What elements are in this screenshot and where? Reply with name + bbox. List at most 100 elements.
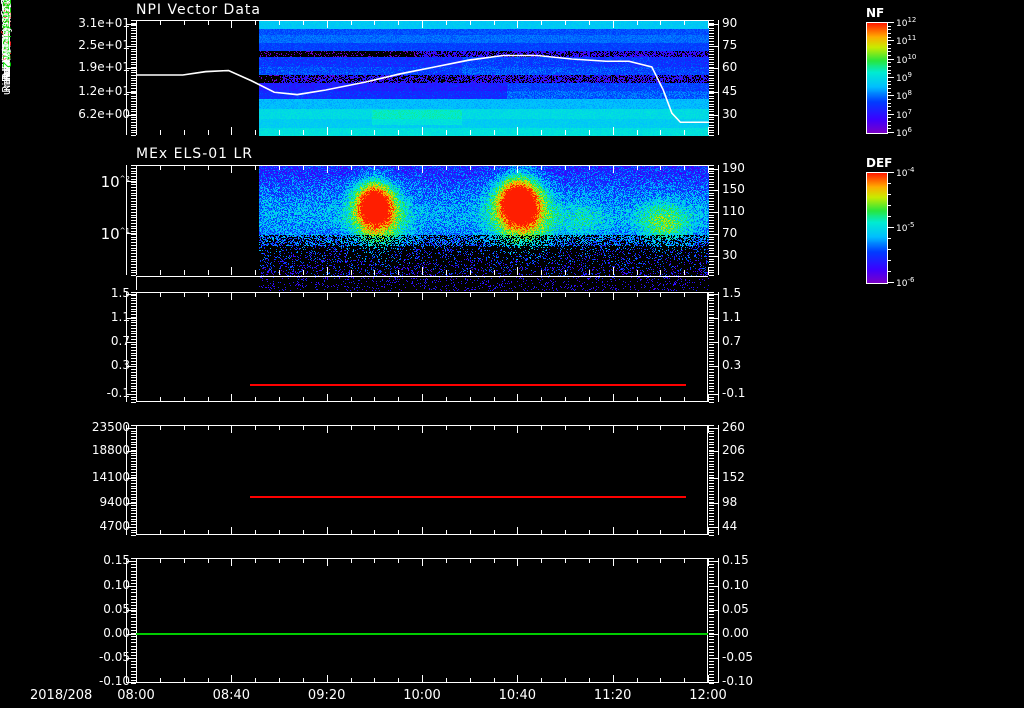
nf-colorbar-tickmark-6 <box>888 132 894 133</box>
scannerpos-x-b-1 <box>160 530 161 535</box>
npi-x-t-12 <box>422 20 423 28</box>
nf-colorbar-minortick-11 <box>888 62 891 63</box>
els-axis-left-minor-1 <box>131 168 136 169</box>
mu30v-axis-right-major-2 <box>709 342 719 343</box>
els-axis-left-minor-34 <box>131 259 136 260</box>
mu30v-x-b-16 <box>517 394 518 402</box>
els-axis-right-minor-33 <box>709 256 714 257</box>
velocity-x-b-4 <box>231 675 232 683</box>
x-axis-tick-5: 11:20 <box>593 688 632 703</box>
els-axis-right-minor-0 <box>709 165 714 166</box>
els-axis-right-minor-10 <box>709 193 714 194</box>
npi-x-b-23 <box>684 130 685 135</box>
scannerpos-axis-left-minor-30 <box>131 508 136 509</box>
nf-colorbar-minortick-20 <box>888 95 891 96</box>
velocity-axis-left-minor-19 <box>131 617 136 618</box>
els-x-t-24 <box>708 165 709 173</box>
npi-x-b-7 <box>303 130 304 135</box>
scannerpos-axis-left-minor-27 <box>131 499 136 500</box>
scannerpos-right-tick-3: 98 <box>722 495 738 509</box>
npi-axis-right-minor-21 <box>709 75 714 76</box>
scannerpos-axis-right-minor-20 <box>709 480 714 481</box>
npi-axis-left-minor-4 <box>131 30 136 31</box>
mu30v-axis-right-minor-37 <box>709 394 714 395</box>
def-colorbar-minortick-2 <box>888 194 891 195</box>
mu30v-axis-right-minor-4 <box>709 303 714 304</box>
els-x-b-0 <box>136 267 137 275</box>
els-axis-right-minor-9 <box>709 190 714 191</box>
nf-colorbar-minortick-13 <box>888 70 891 71</box>
scannerpos-axis-right-minor-9 <box>709 450 714 451</box>
npi-axis-right-minor-18 <box>709 67 714 68</box>
npi-axis-left-minor-42 <box>131 130 136 131</box>
npi-axis-left-minor-44 <box>131 135 136 136</box>
scannerpos-x-b-9 <box>351 530 352 535</box>
scannerpos-x-t-10 <box>374 425 375 430</box>
mu30v-x-t-6 <box>279 292 280 297</box>
scannerpos-axis-left-minor-33 <box>131 516 136 517</box>
mu30v-x-b-1 <box>160 397 161 402</box>
mu30v-x-t-4 <box>231 292 232 300</box>
velocity-axis-right-minor-23 <box>709 630 714 631</box>
mu30v-axis-left-minor-27 <box>131 366 136 367</box>
velocity-x-t-8 <box>327 558 328 566</box>
mu30v-axis-left-minor-32 <box>131 380 136 381</box>
scannerpos-x-t-14 <box>470 425 471 430</box>
npi-axis-left-minor-15 <box>131 59 136 60</box>
els-axis-right-minor-16 <box>709 209 714 210</box>
npi-axis-right-minor-2 <box>709 25 714 26</box>
npi-axis-right-minor-33 <box>709 106 714 107</box>
els-axis-right-minor-21 <box>709 223 714 224</box>
els-right-tick-2: 110 <box>722 204 745 218</box>
scannerpos-axis-right-minor-26 <box>709 497 714 498</box>
scannerpos-x-t-8 <box>327 425 328 433</box>
panel-plot-els <box>136 165 709 276</box>
npi-axis-right-minor-22 <box>709 78 714 79</box>
els-axis-right-minor-3 <box>709 173 714 174</box>
scannerpos-axis-right-minor-11 <box>709 455 714 456</box>
mu30v-axis-left-spine <box>126 292 127 402</box>
def-colorbar-bar <box>866 172 888 284</box>
mu30v-x-b-8 <box>327 394 328 402</box>
velocity-x-t-24 <box>708 558 709 566</box>
scannerpos-x-b-5 <box>255 530 256 535</box>
panel-plot-mu30v <box>136 292 708 402</box>
npi-axis-left-minor-32 <box>131 104 136 105</box>
npi-axis-left-minor-25 <box>131 85 136 86</box>
velocity-x-b-21 <box>637 678 638 683</box>
scannerpos-axis-right-minor-6 <box>709 442 714 443</box>
nf-colorbar-ticklabel-2: 1010 <box>896 52 917 66</box>
npi-x-t-5 <box>255 20 256 25</box>
scannerpos-x-b-15 <box>494 530 495 535</box>
npi-axis-right-minor-30 <box>709 98 714 99</box>
nf-colorbar-minortick-29 <box>888 128 891 129</box>
npi-axis-left-minor-8 <box>131 41 136 42</box>
velocity-axis-right-major-2 <box>709 610 719 611</box>
scannerpos-axis-right-minor-10 <box>709 453 714 454</box>
npi-axis-right-minor-41 <box>709 127 714 128</box>
mu30v-axis-right-minor-25 <box>709 361 714 362</box>
velocity-axis-left-minor-0 <box>131 558 136 559</box>
scannerpos-axis-left-minor-22 <box>131 486 136 487</box>
scannerpos-axis-right-minor-21 <box>709 483 714 484</box>
scannerpos-axis-right-minor-27 <box>709 499 714 500</box>
velocity-axis-left-minor-12 <box>131 596 136 597</box>
els-axis-right-minor-11 <box>709 195 714 196</box>
npi-axis-right-minor-10 <box>709 46 714 47</box>
scannerpos-axis-left-minor-40 <box>131 535 136 536</box>
velocity-axis-left-minor-34 <box>131 664 136 665</box>
spectrogram-npi <box>137 21 709 136</box>
els-axis-left-minor-30 <box>131 248 136 249</box>
mu30v-axis-right-major-3 <box>709 366 719 367</box>
els-axis-left-minor-23 <box>131 228 136 229</box>
mu30v-x-t-8 <box>327 292 328 300</box>
mu30v-x-t-10 <box>374 292 375 297</box>
scannerpos-x-t-4 <box>231 425 232 433</box>
npi-left-tick-3: 1.2e+01 <box>78 84 130 98</box>
els-axis-right-minor-36 <box>709 264 714 265</box>
velocity-axis-left-minor-22 <box>131 627 136 628</box>
npi-axis-left-minor-26 <box>131 88 136 89</box>
scannerpos-right-tick-2: 152 <box>722 470 745 484</box>
npi-axis-right-minor-32 <box>709 104 714 105</box>
els-x-b-16 <box>517 267 518 275</box>
